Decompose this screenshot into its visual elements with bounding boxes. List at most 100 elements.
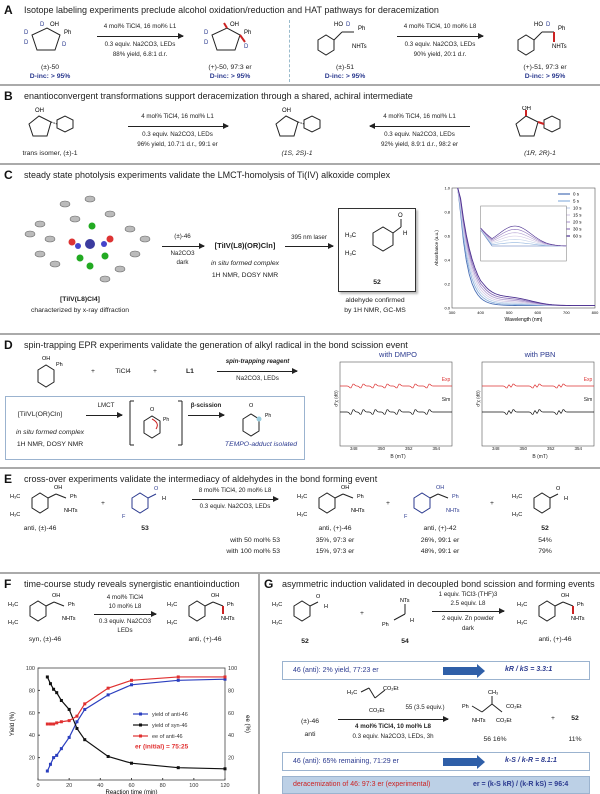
aldehyde-note: by 1H NMR, GC-MS <box>344 307 406 314</box>
panel-a-title: Isotope labeling experiments preclude al… <box>24 5 439 15</box>
condition: LEDs <box>117 627 133 634</box>
condition: 4 mol% TiCl4, 16 mol% L1 <box>103 23 177 30</box>
y-tick-label: 60 <box>29 711 35 717</box>
molecule-syn-46: OH Ph NHTs H₃C H₃C <box>8 593 76 626</box>
row-value: 54% <box>538 537 552 544</box>
svg-text:H₃C: H₃C <box>272 620 282 626</box>
condition: Na2CO3 <box>170 250 195 257</box>
data-point <box>67 735 71 739</box>
svg-text:Ph: Ph <box>265 413 271 419</box>
x-tick-label: 40 <box>97 783 103 789</box>
legend-marker <box>139 712 142 716</box>
svg-text:O: O <box>556 486 561 492</box>
y2-tick-label: 40 <box>228 733 234 739</box>
x-tick-label: 700 <box>563 310 570 315</box>
condition: 0.3 equiv. Na2CO3, LEDs <box>199 503 271 510</box>
condition: 4 mol% TiCl4, 10 mol% L8 <box>403 23 477 30</box>
y-tick-label: 1.0 <box>444 186 450 191</box>
reaction-arrow <box>192 496 279 502</box>
legend-label: ee of anti-46 <box>152 734 183 740</box>
svg-text:OH: OH <box>522 106 531 112</box>
data-point <box>45 675 49 679</box>
svg-text:H₃C: H₃C <box>8 620 18 626</box>
reaction-arrow <box>188 412 225 418</box>
reagent-label: 55 (3.5 equiv.) <box>405 704 445 711</box>
svg-text:H₃C: H₃C <box>10 512 20 518</box>
svg-text:H: H <box>564 496 568 502</box>
svg-text:Ph: Ph <box>227 602 234 608</box>
data-point <box>106 686 110 690</box>
x-tick-label: 300 <box>449 310 456 315</box>
d-incorporation: D-inc: > 95% <box>209 73 251 80</box>
row-label: with 50 mol% 53 <box>230 537 280 544</box>
x-tick-label: 0 <box>36 783 39 789</box>
product-label: 56 16% <box>483 736 507 743</box>
svg-text:NHTs: NHTs <box>351 508 365 514</box>
tempo-note: TEMPO-adduct isolated <box>224 441 298 448</box>
y2-axis-label: ee (%) <box>244 715 250 733</box>
svg-text:Ph: Ph <box>452 494 459 500</box>
tick: 350 <box>377 446 385 451</box>
row-value: 26%, 99:1 er <box>420 537 460 544</box>
svg-text:H₃C: H₃C <box>10 494 20 500</box>
reaction-arrow <box>86 412 123 418</box>
data-point <box>223 767 227 771</box>
plot-frame <box>339 361 453 447</box>
panel-f-title: time-course study reveals synergistic en… <box>24 579 240 589</box>
svg-text:CO₂Et: CO₂Et <box>383 686 399 692</box>
y2-tick-label: 20 <box>228 756 234 762</box>
epr-title: with PBN <box>524 350 556 359</box>
exp-label: Exp <box>441 377 451 383</box>
svg-text:D: D <box>204 40 209 46</box>
panel-e-letter: E <box>4 472 13 486</box>
data-point <box>83 702 87 706</box>
divider <box>0 572 600 574</box>
reagent: TiCl4 <box>115 368 131 375</box>
product-label: 52 <box>541 525 549 532</box>
condition: 96% yield, 10.7:1 d.r., 99:1 er <box>137 141 218 148</box>
data-point <box>83 738 87 742</box>
svg-text:H₃C: H₃C <box>345 233 357 239</box>
panel-a-letter: A <box>4 3 13 17</box>
reagent: L1 <box>186 368 194 375</box>
tick: 348 <box>491 446 500 451</box>
svg-text:H: H <box>403 231 407 237</box>
svg-text:OH: OH <box>52 593 60 599</box>
x-ticks: 348 350 352 354 <box>340 446 450 451</box>
y2-tick-label: 100 <box>228 666 237 672</box>
svg-text:Ph: Ph <box>56 362 63 368</box>
svg-text:O: O <box>249 403 254 409</box>
svg-text:Ph: Ph <box>70 494 77 500</box>
svg-text:NHTs: NHTs <box>571 616 585 622</box>
data-point <box>67 707 71 711</box>
svg-text:NHTs: NHTs <box>472 718 486 724</box>
panel-e-title: cross-over experiments validate the inte… <box>24 474 378 484</box>
x-tick-label: 600 <box>534 310 541 315</box>
condition: 2 equiv. Zn powder <box>441 615 495 622</box>
data-point <box>52 756 56 760</box>
compound-label: 53 <box>141 525 149 532</box>
y-tick-label: 0.4 <box>444 258 450 263</box>
molecule-1-trans: OH <box>28 108 74 137</box>
mechanism-box: [TiIVL(OR)Cln] LMCT O Ph β-scission O Ph i… <box>5 396 305 460</box>
data-point <box>176 675 180 679</box>
x-axis-label: Reaction time (min) <box>105 790 157 794</box>
y-axis-label: Yield (%) <box>10 712 16 736</box>
molecule-cyclohexanol: OH Ph <box>37 356 63 388</box>
molecule-1S2S: OH <box>275 108 321 137</box>
data-point <box>48 762 52 766</box>
svg-text:NHTs: NHTs <box>62 616 76 622</box>
row-value: 48%, 99:1 er <box>420 548 460 555</box>
uv-spectrum-line <box>457 187 596 307</box>
condition: 2.5 equiv. L8 <box>450 600 486 607</box>
reaction-arrow <box>285 243 334 249</box>
inset-line <box>480 225 567 247</box>
svg-text:D: D <box>546 22 551 28</box>
svg-text:D: D <box>204 30 209 36</box>
svg-text:OH: OH <box>341 485 349 491</box>
svg-text:H: H <box>410 618 414 624</box>
svg-text:OH: OH <box>211 593 219 599</box>
epr-title: with DMPO <box>379 350 417 359</box>
d-incorporation: D-inc: > 95% <box>524 73 566 80</box>
